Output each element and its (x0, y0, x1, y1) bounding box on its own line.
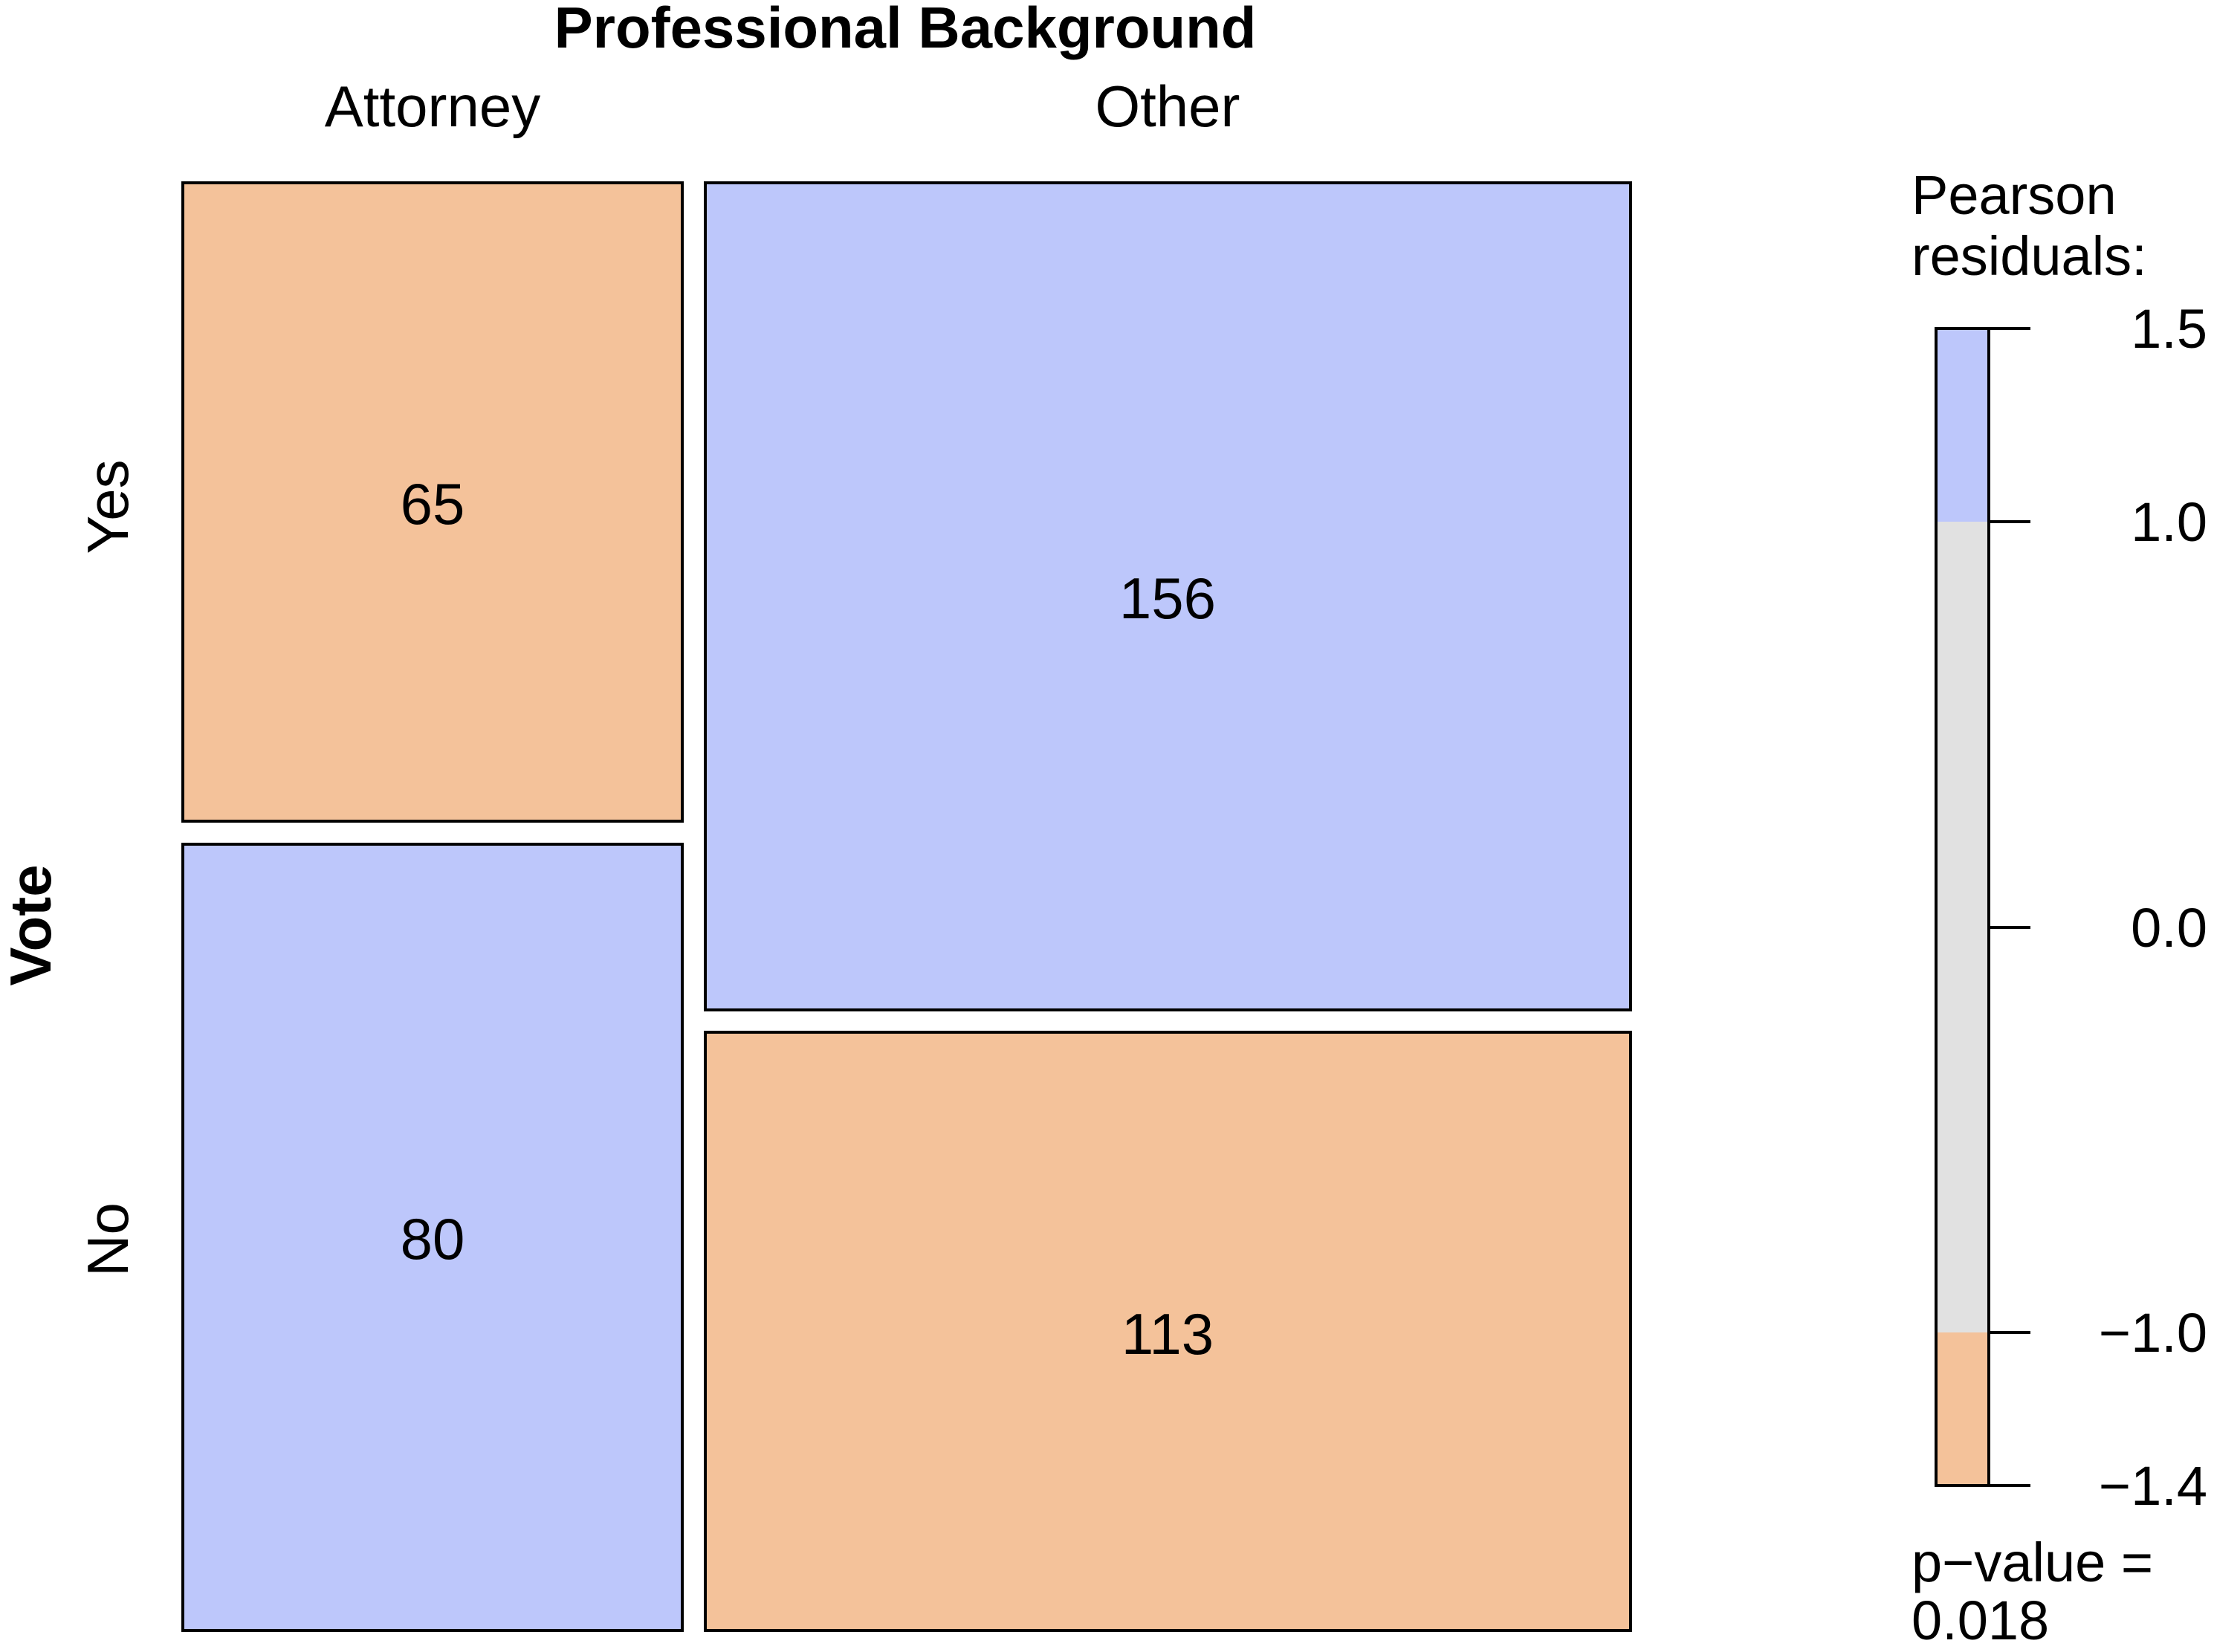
cell-attorney-no (181, 843, 684, 1632)
legend-ticks: 1.5 1.0 0.0 −1.0 −1.4 (1989, 298, 2207, 1517)
row-label-yes: Yes (75, 459, 140, 554)
legend-bar-outline (1935, 327, 1990, 1487)
legend-tick-label: −1.0 (2099, 1302, 2207, 1364)
count-attorney-no: 80 (401, 1206, 465, 1272)
legend-tick-label: 0.0 (2131, 897, 2207, 959)
count-attorney-yes: 65 (401, 471, 465, 537)
legend-tick-label: 1.5 (2131, 298, 2207, 360)
pvalue-line2: 0.018 (1912, 1590, 2049, 1651)
cell-other-yes (704, 181, 1632, 1011)
count-other-no: 113 (1121, 1301, 1214, 1367)
column-label-other: Other (1095, 74, 1240, 139)
column-label-attorney: Attorney (325, 74, 540, 139)
row-label-no: No (75, 1202, 140, 1277)
cell-other-no (704, 1031, 1632, 1632)
legend-title-line2: residuals: (1912, 225, 2147, 287)
pvalue-line1: p−value = (1912, 1532, 2153, 1593)
legend-band-high (1936, 328, 1989, 522)
legend-title-line1: Pearson (1912, 164, 2117, 226)
legend-band-mid (1936, 522, 1989, 1332)
legend-color-bar (1935, 327, 1990, 1487)
cell-attorney-yes (181, 181, 684, 823)
column-variable-title: Professional Background (554, 0, 1257, 60)
count-other-yes: 156 (1119, 566, 1216, 631)
legend-tick-label: −1.4 (2099, 1455, 2207, 1517)
legend-band-low (1936, 1332, 1989, 1486)
row-variable-title: Vote (0, 864, 63, 985)
legend-tick-label: 1.0 (2131, 491, 2207, 553)
